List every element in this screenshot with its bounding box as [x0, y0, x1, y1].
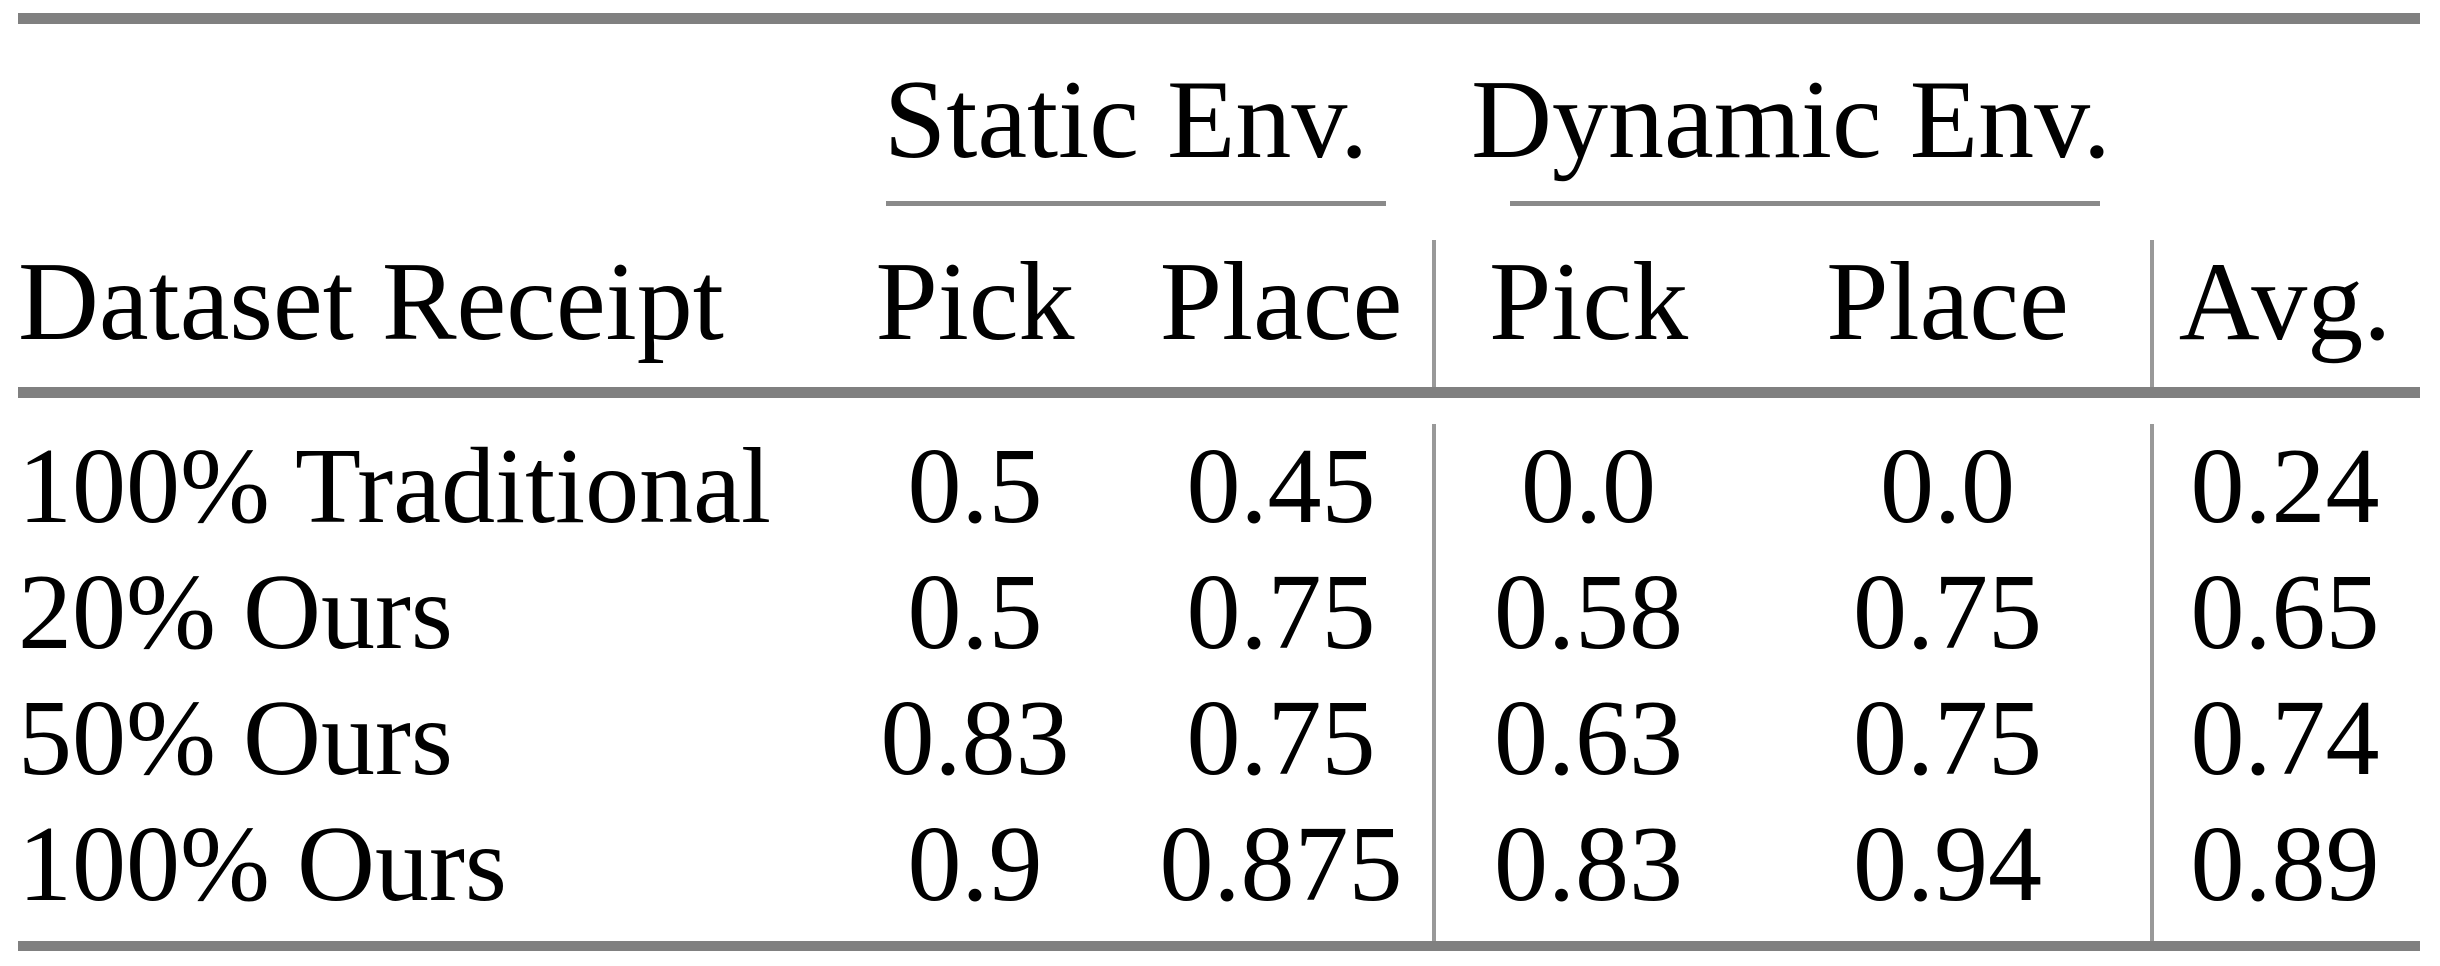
column-header-row: Dataset Receipt Pick Place Pick Place Av… [18, 216, 2420, 387]
spacer-row [18, 387, 2420, 424]
col-header-dynamic-place: Place [1826, 239, 2069, 364]
cell-dynamic-place: 0.75 [1853, 553, 2043, 672]
col-header-static-place: Place [1159, 239, 1403, 364]
table-row: 100% Traditional 0.5 0.45 0.0 0.0 0.24 [18, 424, 2420, 550]
cell-static-place: 0.45 [1186, 427, 1376, 546]
table-bottom-rule [18, 941, 2420, 951]
cell-static-pick: 0.83 [880, 679, 1070, 798]
row-label: 50% Ours [18, 679, 453, 798]
vertical-rule-dynamic-avg-header [2150, 240, 2154, 387]
cell-avg: 0.89 [2190, 805, 2380, 924]
row-label: 100% Ours [18, 805, 507, 924]
row-label: 100% Traditional [18, 427, 772, 546]
cell-static-pick: 0.9 [907, 805, 1043, 924]
vertical-rule-static-dynamic-header [1432, 240, 1436, 387]
group-header-empty-left [18, 24, 820, 216]
results-table: Static Env. Dynamic Env. Dataset Receipt… [18, 24, 2420, 928]
cell-static-place: 0.875 [1159, 805, 1403, 924]
table-top-rule [18, 13, 2420, 24]
cell-static-place: 0.75 [1186, 679, 1376, 798]
table-row: 100% Ours 0.9 0.875 0.83 0.94 0.89 [18, 802, 2420, 928]
cell-static-pick: 0.5 [907, 553, 1043, 672]
group-header-dynamic-env: Dynamic Env. [1471, 58, 2111, 182]
group-header-row: Static Env. Dynamic Env. [18, 24, 2420, 216]
cell-avg: 0.74 [2190, 679, 2380, 798]
row-label: 20% Ours [18, 553, 453, 672]
vertical-rule-static-dynamic-body [1432, 424, 1436, 941]
group-header-empty-right [2150, 24, 2420, 216]
cell-dynamic-pick: 0.0 [1521, 427, 1657, 546]
cell-static-pick: 0.5 [907, 427, 1043, 546]
cell-dynamic-pick: 0.58 [1494, 553, 1684, 672]
cell-static-place: 0.75 [1186, 553, 1376, 672]
group-header-static-env: Static Env. [883, 58, 1369, 182]
cell-dynamic-pick: 0.63 [1494, 679, 1684, 798]
table-row: 50% Ours 0.83 0.75 0.63 0.75 0.74 [18, 676, 2420, 802]
cell-avg: 0.24 [2190, 427, 2380, 546]
col-header-dataset-receipt: Dataset Receipt [18, 239, 724, 364]
cell-dynamic-place: 0.94 [1853, 805, 2043, 924]
table-row: 20% Ours 0.5 0.75 0.58 0.75 0.65 [18, 550, 2420, 676]
cell-dynamic-pick: 0.83 [1494, 805, 1684, 924]
cmidrule-dynamic-env [1510, 201, 2100, 206]
vertical-rule-dynamic-avg-body [2150, 424, 2154, 941]
col-header-static-pick: Pick [875, 239, 1075, 364]
cell-avg: 0.65 [2190, 553, 2380, 672]
cmidrule-static-env [886, 201, 1386, 206]
cell-dynamic-place: 0.0 [1880, 427, 2016, 546]
cell-dynamic-place: 0.75 [1853, 679, 2043, 798]
col-header-dynamic-pick: Pick [1488, 239, 1689, 364]
table-mid-rule [18, 387, 2420, 398]
col-header-avg: Avg. [2178, 239, 2392, 364]
